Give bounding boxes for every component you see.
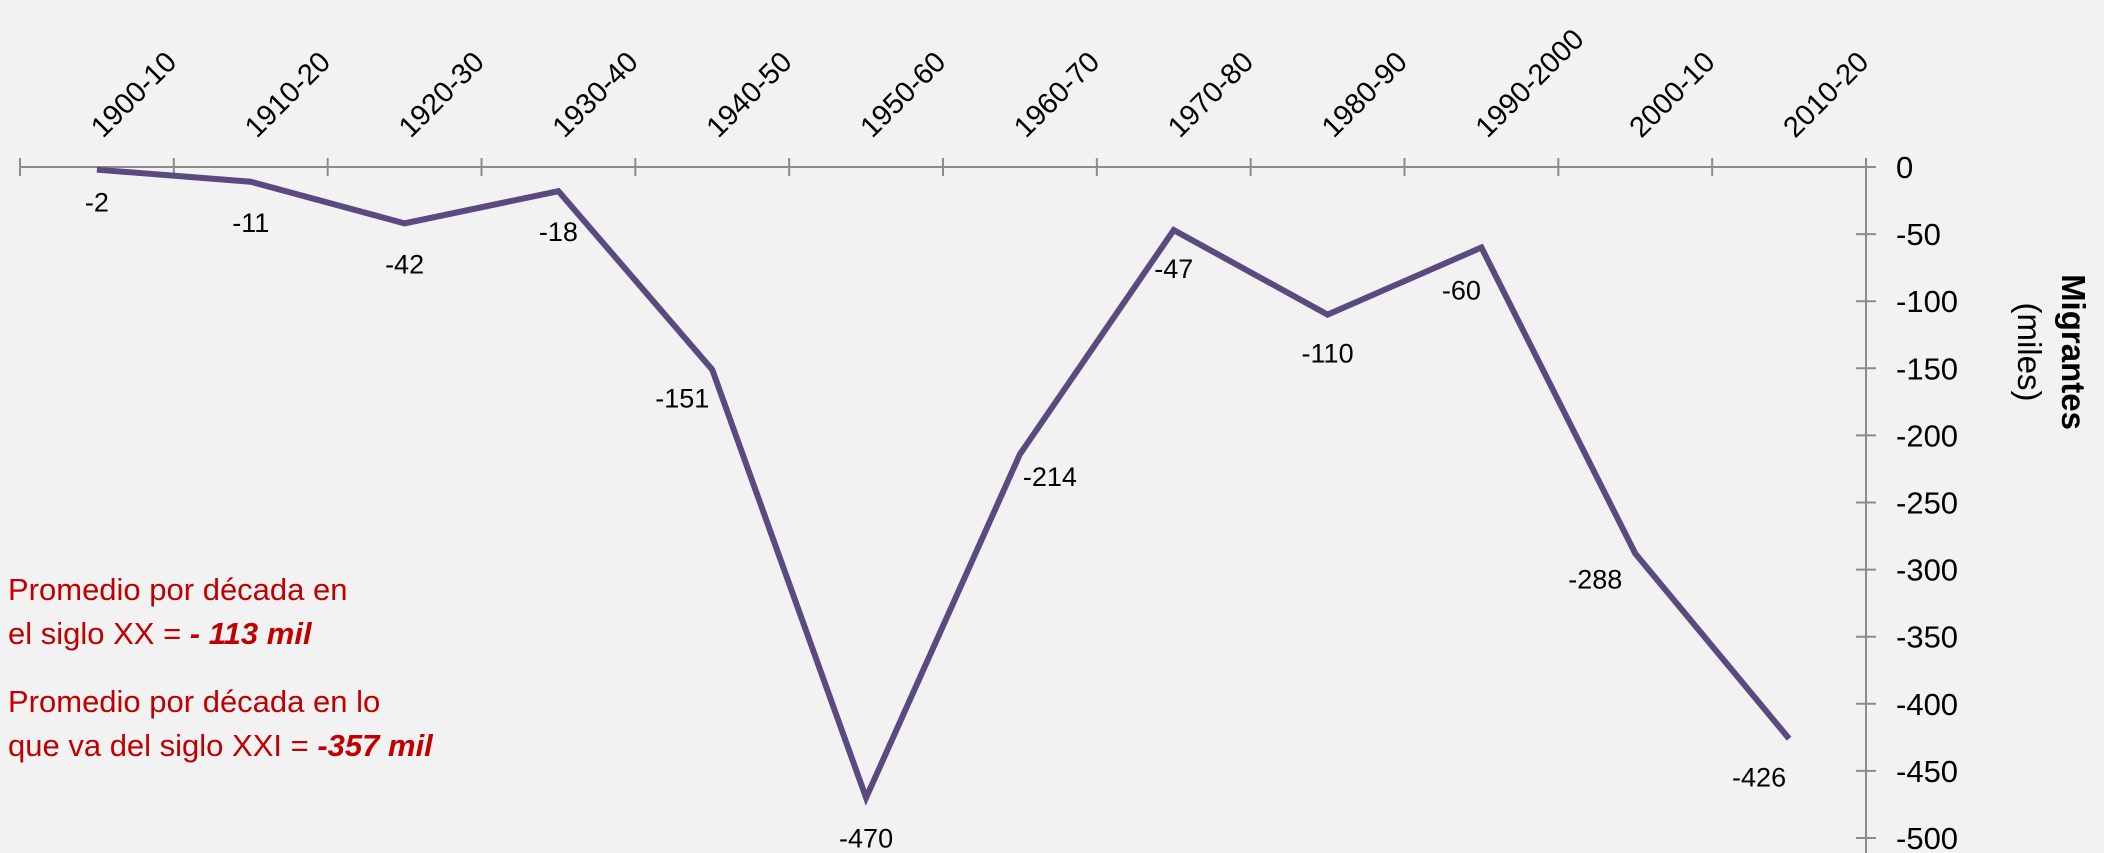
y-axis-title: Migrantes: [2055, 274, 2092, 430]
y-tick-label: -100: [1896, 284, 1958, 319]
note-20th-line2: el siglo XX =: [8, 616, 190, 651]
note-21st-century: Promedio por década en lo que va del sig…: [8, 680, 433, 768]
note-20th-value: - 113 mil: [189, 616, 312, 651]
x-tick-label: 2010-20: [1777, 46, 1875, 144]
note-21st-value: -357 mil: [317, 728, 433, 763]
data-label: -214: [1023, 462, 1077, 492]
x-tick-label: 1970-80: [1162, 46, 1260, 144]
x-tick-label: 1910-20: [239, 46, 337, 144]
x-tick-label: 2000-10: [1624, 46, 1722, 144]
x-tick-label: 1940-50: [701, 46, 799, 144]
y-tick-label: -450: [1896, 754, 1958, 789]
y-axis-unit: (miles): [2011, 303, 2048, 402]
series-line: [96, 166, 1792, 806]
x-tick-label: 1990-2000: [1470, 23, 1591, 144]
y-tick-label: -150: [1896, 351, 1958, 386]
data-label: -18: [539, 217, 578, 247]
note-20th-line1: Promedio por década en: [8, 572, 348, 607]
y-tick-label: -500: [1896, 821, 1958, 853]
y-tick-label: -200: [1896, 418, 1958, 453]
y-tick-label: -350: [1896, 620, 1958, 655]
y-tick-label: -400: [1896, 687, 1958, 722]
data-label: -47: [1154, 254, 1193, 284]
data-label: -151: [655, 384, 709, 414]
y-tick-label: -300: [1896, 553, 1958, 588]
data-label: -42: [385, 249, 424, 279]
note-21st-line1: Promedio por década en lo: [8, 684, 381, 719]
y-tick-label: -250: [1896, 486, 1958, 521]
note-21st-line2: que va del siglo XXI =: [8, 728, 318, 763]
data-label: -2: [85, 188, 109, 218]
data-label: -470: [839, 824, 893, 853]
data-label: -288: [1568, 564, 1622, 594]
x-tick-label: 1950-60: [854, 46, 952, 144]
x-tick-label: 1930-40: [547, 46, 645, 144]
y-tick-label: -50: [1896, 217, 1941, 252]
data-label: -110: [1302, 339, 1354, 369]
x-tick-label: 1900-10: [85, 46, 183, 144]
x-tick-label: 1960-70: [1008, 46, 1106, 144]
note-20th-century: Promedio por década en el siglo XX = - 1…: [8, 568, 348, 656]
data-label: -426: [1732, 763, 1786, 793]
x-tick-label: 1980-90: [1316, 46, 1414, 144]
x-tick-label: 1920-30: [393, 46, 491, 144]
data-label: -60: [1442, 276, 1481, 306]
y-tick-label: 0: [1896, 150, 1913, 185]
data-label: -11: [232, 208, 269, 238]
